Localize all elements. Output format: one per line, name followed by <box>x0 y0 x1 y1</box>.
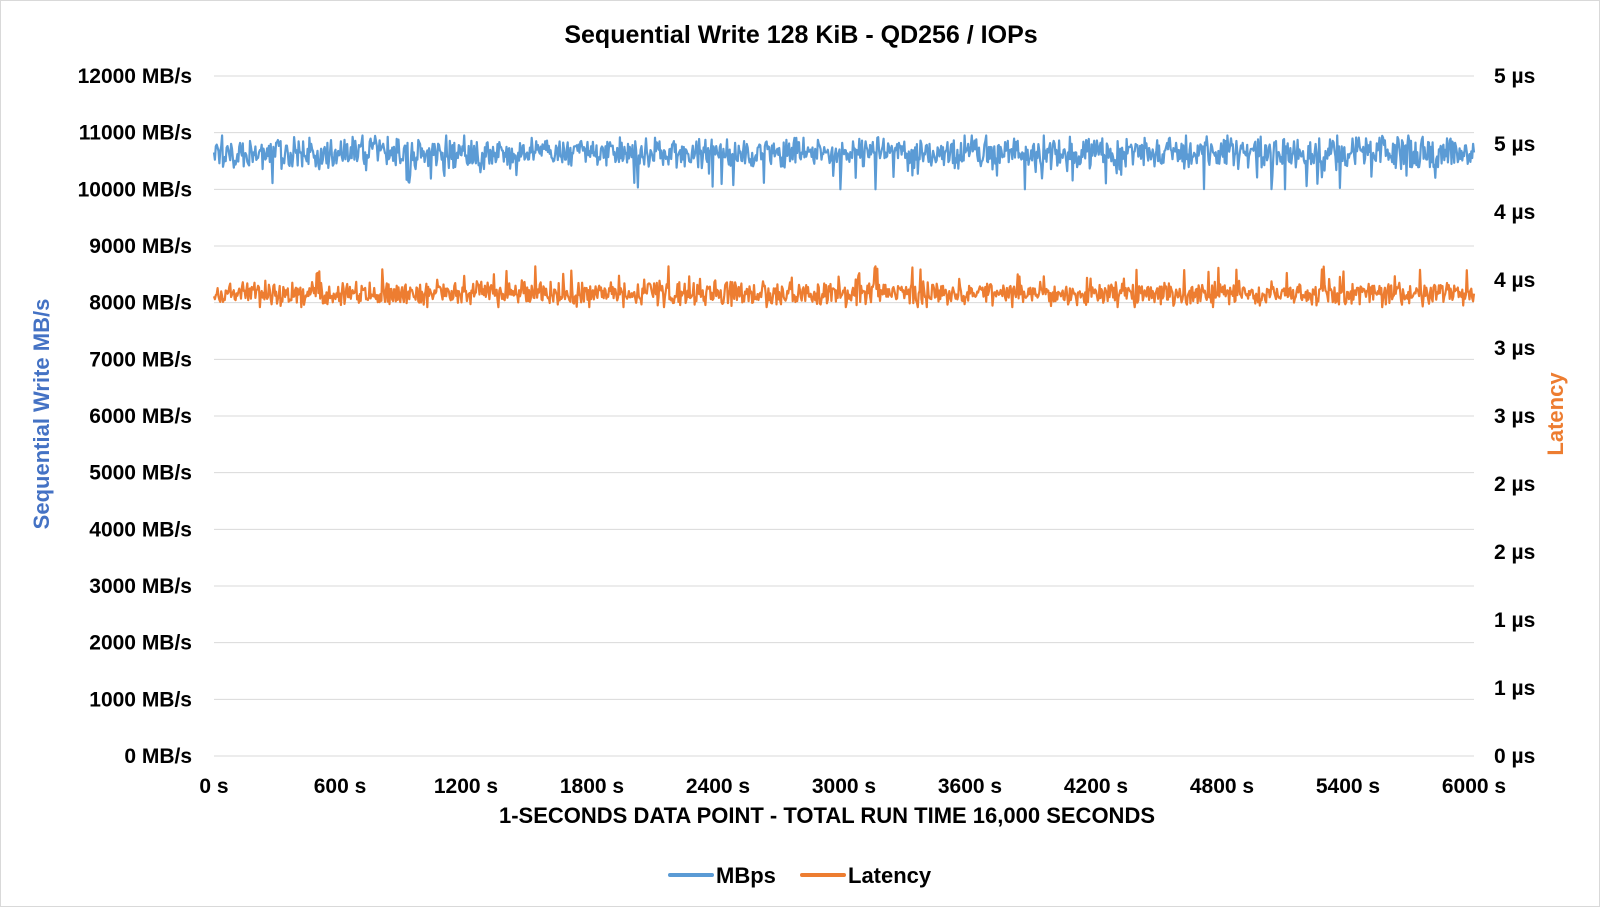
y-left-tick-label: 12000 MB/s <box>78 65 192 88</box>
y-right-axis-title: Latency <box>1543 372 1568 456</box>
x-tick-label: 1800 s <box>560 775 624 798</box>
y-left-axis-title: Sequential Write MB/s <box>29 299 54 530</box>
y-right-tick-label: 4 µs <box>1494 269 1535 292</box>
x-axis-title: 1-SECONDS DATA POINT - TOTAL RUN TIME 16… <box>499 803 1155 828</box>
y-left-tick-label: 9000 MB/s <box>89 235 192 258</box>
x-tick-label: 6000 s <box>1442 775 1506 798</box>
y-right-tick-label: 2 µs <box>1494 473 1535 496</box>
y-right-tick-labels: 0 µs 1 µs 1 µs 2 µs 2 µs 3 µs 3 µs 4 µs 4 µs 5 µs… <box>1494 65 1535 768</box>
y-left-tick-labels: 0 MB/s 1000 MB/s 2000 MB/s 3000 MB/s 4000 MB… <box>78 65 192 768</box>
y-left-tick-label: 4000 MB/s <box>89 518 192 541</box>
y-right-tick-label: 5 µs <box>1494 65 1535 88</box>
y-left-tick-label: 6000 MB/s <box>89 405 192 428</box>
y-right-tick-label: 3 µs <box>1494 405 1535 428</box>
legend-label-latency: Latency <box>848 863 932 888</box>
y-left-tick-label: 2000 MB/s <box>89 632 192 655</box>
x-tick-label: 0 s <box>199 775 228 798</box>
x-tick-label: 2400 s <box>686 775 750 798</box>
y-left-tick-label: 3000 MB/s <box>89 575 192 598</box>
y-right-tick-label: 3 µs <box>1494 337 1535 360</box>
x-tick-label: 1200 s <box>434 775 498 798</box>
x-tick-label: 5400 s <box>1316 775 1380 798</box>
x-tick-label: 3600 s <box>938 775 1002 798</box>
y-left-tick-label: 1000 MB/s <box>89 688 192 711</box>
x-tick-label: 4800 s <box>1190 775 1254 798</box>
chart-title: Sequential Write 128 KiB - QD256 / IOPs <box>564 21 1037 49</box>
series-lines <box>212 134 1476 309</box>
x-tick-labels: 0 s 600 s 1200 s 1800 s 2400 s 3000 s 3600 s 42… <box>199 775 1506 798</box>
x-tick-label: 3000 s <box>812 775 876 798</box>
y-right-tick-label: 1 µs <box>1494 609 1535 632</box>
x-tick-label: 4200 s <box>1064 775 1128 798</box>
series-line-mbps <box>212 134 1476 191</box>
y-left-tick-label: 8000 MB/s <box>89 292 192 315</box>
legend: MBps Latency <box>668 863 932 888</box>
series-line-latency <box>212 265 1476 309</box>
y-right-tick-label: 5 µs <box>1494 133 1535 156</box>
y-left-tick-label: 7000 MB/s <box>89 348 192 371</box>
x-tick-label: 600 s <box>314 775 367 798</box>
y-left-tick-label: 10000 MB/s <box>78 178 192 201</box>
y-left-tick-label: 5000 MB/s <box>89 462 192 485</box>
y-right-tick-label: 1 µs <box>1494 677 1535 700</box>
gridlines <box>214 75 1474 757</box>
y-right-tick-label: 0 µs <box>1494 745 1535 768</box>
y-right-tick-label: 2 µs <box>1494 541 1535 564</box>
y-left-tick-label: 11000 MB/s <box>79 122 192 145</box>
y-right-tick-label: 4 µs <box>1494 201 1535 224</box>
y-left-tick-label: 0 MB/s <box>124 745 192 768</box>
legend-label-mbps: MBps <box>716 863 776 888</box>
